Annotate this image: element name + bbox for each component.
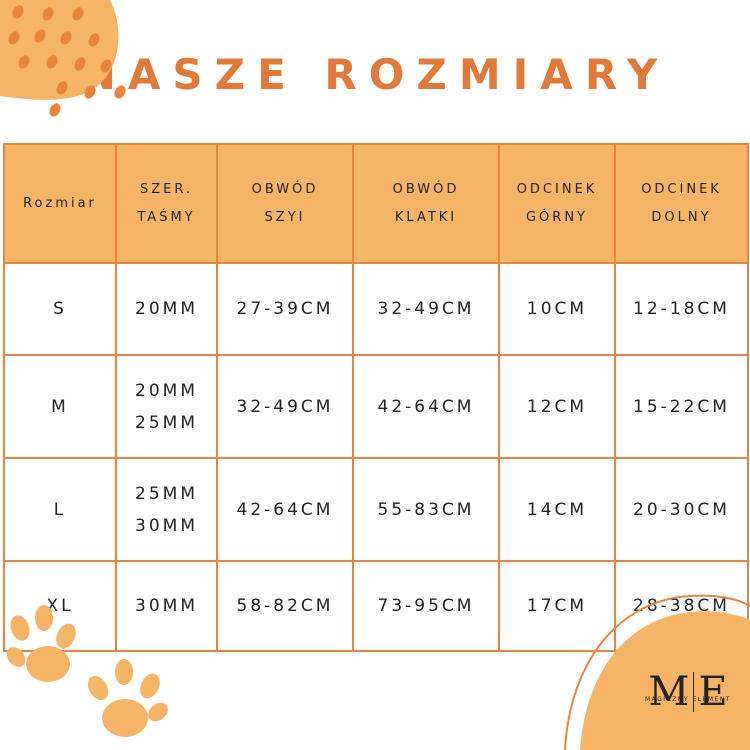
cell-text: M bbox=[51, 396, 69, 417]
table-cell: 10CM bbox=[498, 262, 616, 356]
cell-text: 42-64CM bbox=[377, 396, 475, 417]
cell-text: 10CM bbox=[526, 299, 588, 319]
table-cell: 42-64CM bbox=[352, 354, 500, 459]
cell-text: 25MM bbox=[135, 412, 198, 433]
table-cell: 20MM 25MM bbox=[115, 354, 218, 459]
table-cell: 27-39CM bbox=[216, 262, 354, 356]
cell-text: ODCINEK bbox=[641, 181, 722, 197]
table-cell: Rozmiar bbox=[3, 143, 117, 264]
table-cell: SZER. TAŚMY bbox=[115, 143, 218, 264]
table-cell: 15-22CM bbox=[614, 354, 749, 459]
table-cell: 73-95CM bbox=[352, 560, 500, 652]
cell-text: TAŚMY bbox=[137, 209, 196, 225]
table-cell: 20-30CM bbox=[614, 457, 749, 562]
cell-text: 20-30CM bbox=[633, 499, 730, 520]
cell-text: L bbox=[53, 499, 67, 520]
cell-text: ODCINEK bbox=[516, 181, 598, 197]
cell-text: 73-95CM bbox=[377, 596, 475, 616]
logo-name: MAGICZNY ELEMENT bbox=[644, 696, 731, 703]
cell-text: 28-38CM bbox=[633, 596, 730, 616]
cell-text: 25MM bbox=[135, 483, 198, 504]
cell-text: 20MM bbox=[135, 380, 198, 401]
table-cell: 28-38CM bbox=[614, 560, 749, 652]
cell-text: 15-22CM bbox=[633, 396, 730, 417]
cell-text: Rozmiar bbox=[23, 195, 97, 211]
cell-text: KLATKI bbox=[394, 209, 458, 225]
cell-text: 12CM bbox=[526, 396, 588, 417]
cell-text: 42-64CM bbox=[236, 499, 334, 520]
table-cell: S bbox=[3, 262, 117, 356]
logo-left: M bbox=[648, 669, 690, 715]
size-table: Rozmiar SZER. TAŚMY OBWÓD SZYI OBWÓD KLATKI ODC… bbox=[3, 143, 749, 652]
cell-text: GÓRNY bbox=[525, 209, 588, 225]
cell-text: XL bbox=[46, 596, 74, 616]
table-cell: L bbox=[3, 457, 117, 562]
table-cell: 12-18CM bbox=[614, 262, 749, 356]
cell-text: 32-49CM bbox=[377, 299, 475, 319]
cell-text: 30MM bbox=[135, 596, 198, 616]
cell-text: 32-49CM bbox=[236, 396, 334, 417]
cell-text: OBWÓD bbox=[392, 181, 460, 197]
title: NASZE ROZMIARY bbox=[80, 50, 670, 99]
table-cell: 17CM bbox=[498, 560, 616, 652]
table-cell: XL bbox=[3, 560, 117, 652]
table-row: XL 30MM 58-82CM 73-95CM 17CM 28-38CM bbox=[3, 560, 749, 652]
cell-text: 58-82CM bbox=[236, 596, 334, 616]
table-cell: ODCINEK DOLNY bbox=[614, 143, 749, 264]
table-cell: OBWÓD KLATKI bbox=[352, 143, 500, 264]
table-cell: M bbox=[3, 354, 117, 459]
logo-right: E bbox=[698, 669, 728, 715]
cell-text: 30MM bbox=[135, 515, 198, 536]
cell-text: 14CM bbox=[526, 499, 588, 520]
table-row: L 25MM 30MM 42-64CM 55-83CM 14CM 20-30CM bbox=[3, 457, 749, 562]
table-cell: 25MM 30MM bbox=[115, 457, 218, 562]
table-cell: OBWÓD SZYI bbox=[216, 143, 354, 264]
table-cell: 32-49CM bbox=[352, 262, 500, 356]
table-cell: 14CM bbox=[498, 457, 616, 562]
cell-text: S bbox=[53, 299, 67, 319]
table-row: S 20MM 27-39CM 32-49CM 10CM 12-18CM bbox=[3, 262, 749, 356]
cell-text: 27-39CM bbox=[236, 299, 334, 319]
cell-text: 55-83CM bbox=[377, 499, 475, 520]
header-row: Rozmiar SZER. TAŚMY OBWÓD SZYI OBWÓD KLATKI ODC… bbox=[3, 143, 749, 264]
cell-text: OBWÓD bbox=[251, 181, 319, 197]
cell-text: DOLNY bbox=[651, 209, 712, 225]
table-row: M 20MM 25MM 32-49CM 42-64CM 12CM 15-22CM bbox=[3, 354, 749, 459]
table-cell: 20MM bbox=[115, 262, 218, 356]
table-cell: 58-82CM bbox=[216, 560, 354, 652]
table-cell: 42-64CM bbox=[216, 457, 354, 562]
table-cell: 55-83CM bbox=[352, 457, 500, 562]
cell-text: SZYI bbox=[264, 209, 306, 225]
table-cell: ODCINEK GÓRNY bbox=[498, 143, 616, 264]
cell-text: 12-18CM bbox=[633, 299, 730, 319]
cell-text: 17CM bbox=[526, 596, 588, 616]
cell-text: SZER. bbox=[139, 181, 194, 197]
cell-text: 20MM bbox=[135, 299, 198, 319]
table-cell: 30MM bbox=[115, 560, 218, 652]
table-cell: 12CM bbox=[498, 354, 616, 459]
table-cell: 32-49CM bbox=[216, 354, 354, 459]
